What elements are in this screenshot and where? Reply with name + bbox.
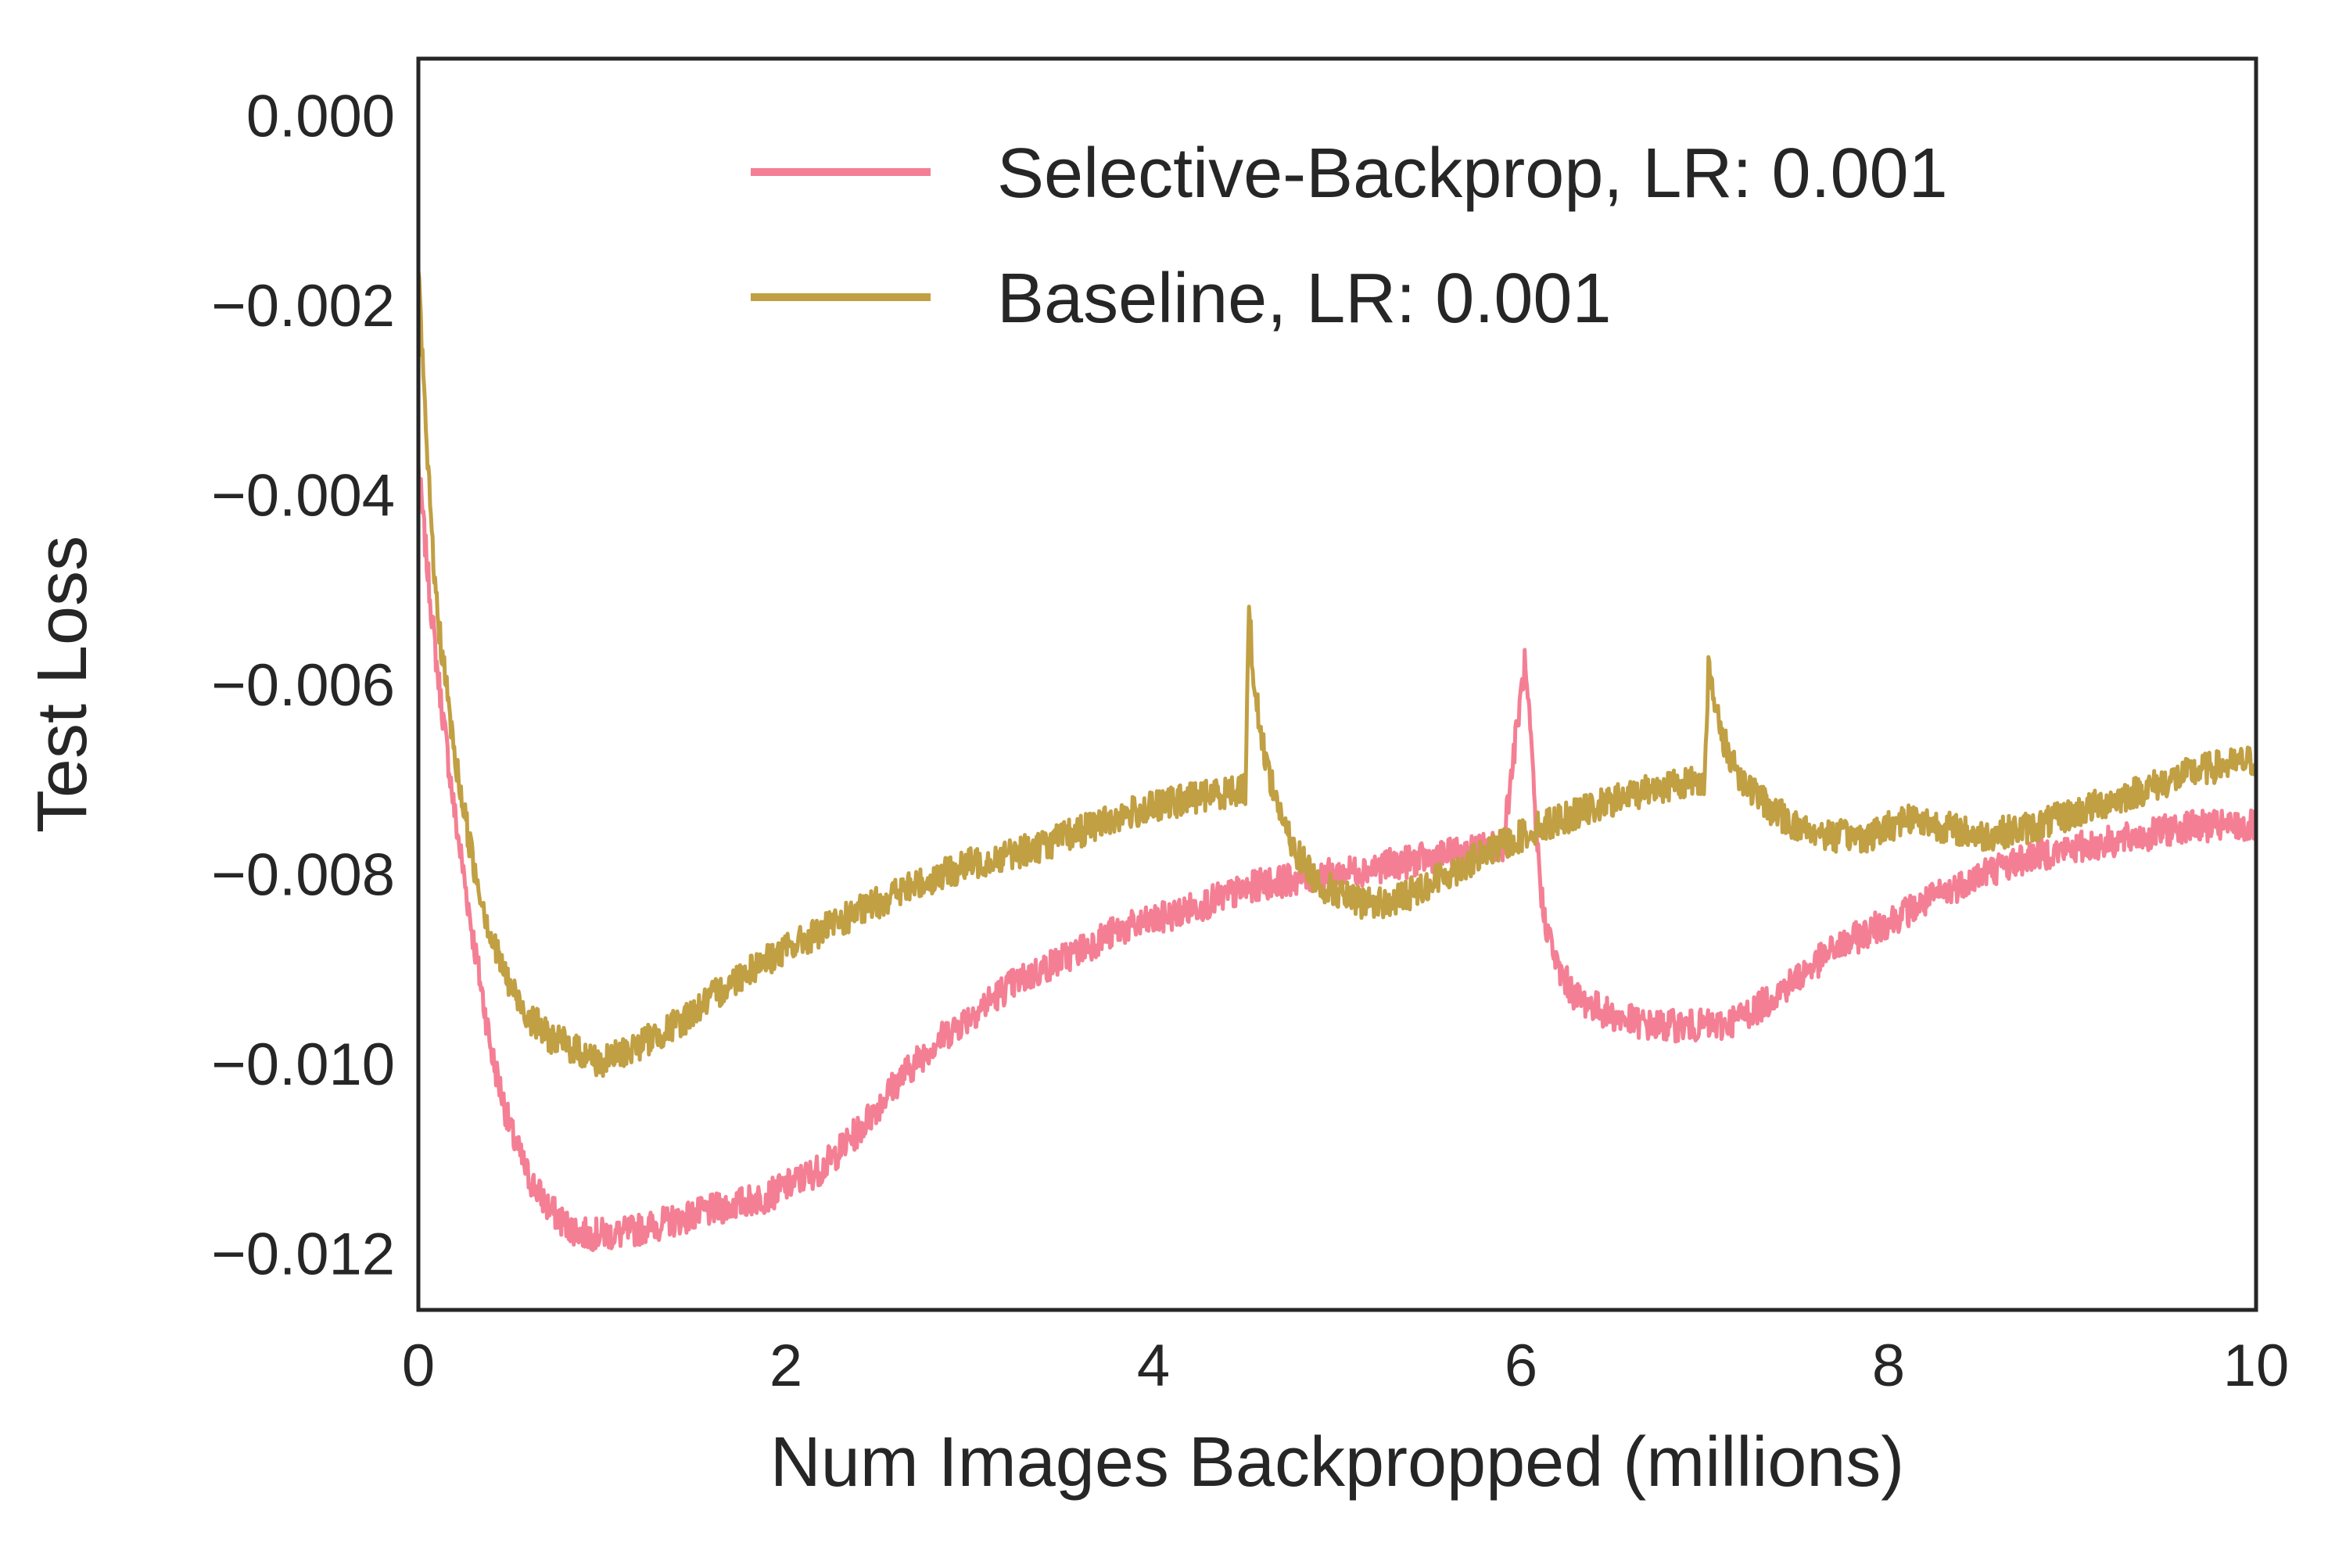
x-axis-ticks: 0 2 4 6 8 10 [402, 1333, 2289, 1399]
legend-label-2: Baseline, LR: 0.001 [997, 260, 1612, 338]
legend: Selective-Backprop, LR: 0.001 Baseline, L… [751, 135, 1948, 338]
axes-frame [416, 56, 2258, 1312]
legend-label-1: Selective-Backprop, LR: 0.001 [997, 135, 1948, 213]
x-tick-label: 2 [769, 1333, 802, 1399]
y-axis-label: Test Loss [23, 536, 102, 833]
series-line-1 [418, 463, 2256, 1253]
y-tick-label: 0.000 [246, 84, 395, 150]
x-tick-label: 0 [402, 1333, 435, 1399]
x-tick-label: 4 [1137, 1333, 1170, 1399]
x-tick-label: 8 [1872, 1333, 1905, 1399]
y-axis-ticks: 0.000 −0.002 −0.004 −0.006 −0.008 −0.010 −0.01… [211, 84, 395, 1288]
x-axis-label: Num Images Backpropped (millions) [770, 1423, 1905, 1502]
y-tick-label: −0.006 [211, 652, 395, 719]
y-tick-label: −0.012 [211, 1221, 395, 1287]
y-tick-label: −0.008 [211, 841, 395, 908]
y-tick-label: −0.004 [211, 463, 395, 529]
x-tick-label: 10 [2223, 1333, 2290, 1399]
series-layer [418, 271, 2256, 1253]
x-tick-label: 6 [1505, 1333, 1537, 1399]
y-tick-label: −0.002 [211, 273, 395, 339]
y-tick-label: −0.010 [211, 1032, 395, 1098]
series-line-2 [418, 271, 2256, 1078]
